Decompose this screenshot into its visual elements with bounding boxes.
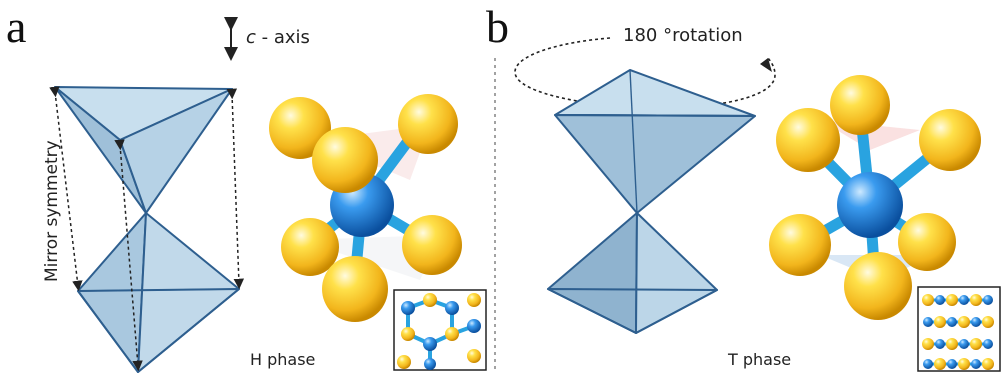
dashed-mirror-arrow-icon bbox=[49, 86, 245, 372]
h-phase-inset bbox=[393, 289, 487, 371]
h-phase-ball-stick-model bbox=[269, 94, 462, 322]
t-phase-label: T phase bbox=[728, 350, 792, 369]
panel-a-letter: a bbox=[6, 1, 27, 52]
h-phase-label: H phase bbox=[250, 350, 316, 369]
t-phase-polyhedron bbox=[547, 69, 756, 334]
rotation-label: 180 °rotation bbox=[620, 25, 746, 46]
t-phase-inset bbox=[917, 286, 1001, 372]
h-phase-polyhedron bbox=[54, 86, 240, 373]
c-axis-symbol: c bbox=[246, 27, 256, 48]
t-phase-ball-stick-model bbox=[769, 75, 981, 320]
c-axis-label: c - axis bbox=[246, 27, 310, 48]
panel-b-letter: b bbox=[486, 1, 509, 52]
mirror-symmetry-label: Mirror symmetry bbox=[42, 140, 62, 282]
c-axis-text: - axis bbox=[261, 27, 310, 48]
